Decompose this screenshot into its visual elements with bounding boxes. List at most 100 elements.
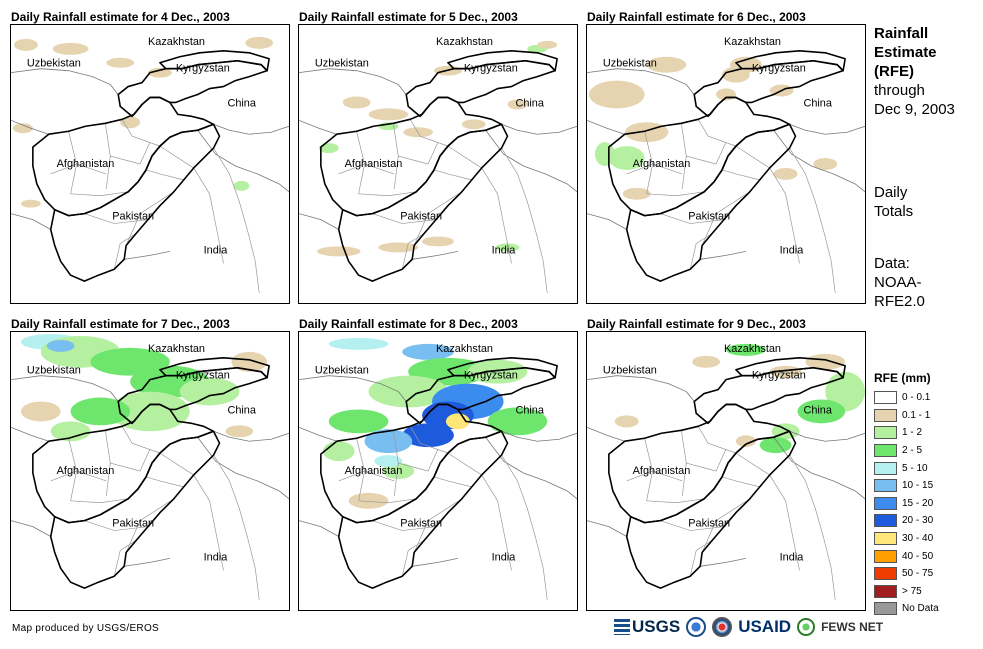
rainfall-patch (537, 40, 558, 49)
province-border (105, 463, 111, 496)
map-label: India (492, 551, 517, 563)
province-border (193, 167, 224, 264)
rainfall-patch (769, 365, 802, 378)
map-panel-2: Kazakhstan Uzbekistan Kyrgyzstan China Afgha… (298, 24, 578, 304)
panel-title-4: Daily Rainfall estimate for 7 Dec., 2003 (11, 317, 230, 331)
province-border (427, 449, 439, 472)
province-border (145, 476, 184, 488)
province-border (433, 476, 472, 488)
map-svg: Kazakhstan Uzbekistan Kyrgyzstan China Afgha… (11, 36, 289, 294)
rainfall-patch (797, 399, 846, 424)
rainfall-patch (245, 36, 274, 49)
rainfall-patch (722, 66, 750, 83)
map-panel-6: Kazakhstan Uzbekistan Kyrgyzstan China Afgha… (586, 331, 866, 611)
map-label: China (803, 97, 832, 109)
province-border (447, 452, 482, 476)
legend-swatch (874, 461, 897, 475)
map-label: China (515, 97, 544, 109)
country-border (11, 375, 119, 402)
province-border (646, 498, 705, 504)
legend-item: 15 - 20 (874, 495, 939, 513)
legend-swatch (874, 444, 897, 458)
rainfall-patch (716, 88, 736, 101)
map-label: Uzbekistan (315, 58, 369, 70)
map-label: Uzbekistan (603, 58, 657, 70)
country-border (213, 430, 289, 442)
province-border (358, 191, 417, 197)
daily-line2: Totals (874, 203, 914, 220)
rainfall-patch (316, 246, 361, 257)
legend-label: 1 - 2 (902, 427, 923, 439)
map-label: Uzbekistan (27, 365, 81, 377)
province-border (393, 463, 399, 496)
map-label: Uzbekistan (27, 58, 81, 70)
rainfall-patch (813, 158, 838, 170)
rainfall-patch (328, 409, 389, 434)
kazakhstan-outline (735, 50, 846, 72)
province-border (626, 470, 653, 482)
map-panel-5: Kazakhstan Uzbekistan Kyrgyzstan China Afgha… (298, 331, 578, 611)
map-label: Kazakhstan (436, 36, 493, 48)
map-svg: Kazakhstan Uzbekistan Kyrgyzstan China Afgha… (587, 343, 865, 601)
rainfall-patch (467, 359, 528, 384)
rainfall-patch (120, 116, 141, 129)
legend-item: 1 - 2 (874, 424, 939, 442)
map-panel-3: Kazakhstan Uzbekistan Kyrgyzstan China Afgha… (586, 24, 866, 304)
rainfall-patch (825, 371, 865, 412)
pakistan-outline (49, 430, 221, 589)
province-border (113, 233, 137, 270)
province-border (789, 147, 836, 294)
province-border (769, 474, 800, 571)
province-border (121, 119, 161, 147)
province-border (697, 426, 737, 454)
map-label: Kyrgyzstan (752, 370, 806, 382)
data-source: Data: NOAA- RFE2.0 (874, 254, 925, 311)
rainfall-patch (348, 492, 389, 509)
legend-label: No Data (902, 603, 939, 615)
province-border (105, 156, 111, 189)
province-border (401, 540, 425, 577)
usgs-wave-icon (614, 619, 630, 635)
rainfall-patch (20, 199, 41, 208)
fews-logo-text: FEWS NET (821, 620, 884, 634)
rainfall-patch (692, 355, 721, 368)
legend-swatch (874, 549, 897, 563)
province-border (721, 476, 760, 488)
panel-title-3: Daily Rainfall estimate for 6 Dec., 2003 (587, 10, 806, 24)
rainfall-patch (495, 243, 520, 252)
province-border (481, 167, 512, 264)
legend-swatch (874, 426, 897, 440)
legend-item: 5 - 10 (874, 459, 939, 477)
province-border (401, 233, 425, 270)
panel-title-2: Daily Rainfall estimate for 5 Dec., 2003 (299, 10, 518, 24)
afghanistan-outline (320, 96, 503, 217)
legend-swatch (874, 602, 897, 616)
legend-item: > 75 (874, 583, 939, 601)
province-border (125, 191, 175, 246)
map-svg: Kazakhstan Uzbekistan Kyrgyzstan China Afgha… (587, 36, 865, 294)
rainfall-patch (773, 167, 798, 180)
rainfall-patch (70, 397, 131, 426)
pakistan-outline (49, 123, 221, 282)
map-label: India (780, 551, 805, 563)
province-border (681, 463, 687, 496)
map-svg: Kazakhstan Uzbekistan Kyrgyzstan China Afgha… (299, 36, 577, 294)
map-label: Afghanistan (633, 465, 691, 477)
side-title: Rainfall Estimate (RFE) through Dec 9, 2… (874, 24, 955, 119)
side-title-line1: Rainfall (874, 25, 929, 42)
province-border (70, 498, 129, 504)
rainfall-patch (13, 38, 38, 51)
panel-title-6: Daily Rainfall estimate for 9 Dec., 2003 (587, 317, 806, 331)
country-border (587, 426, 625, 442)
legend-label: 30 - 40 (902, 533, 934, 545)
country-border (587, 520, 627, 537)
province-border (84, 213, 149, 224)
rainfall-patch (646, 56, 687, 73)
province-border (646, 191, 705, 197)
country-border (789, 123, 865, 135)
legend-label: 0.1 - 1 (902, 409, 931, 421)
kazakhstan-outline (159, 50, 270, 72)
legend-swatch (874, 532, 897, 546)
rainfall-patch (368, 375, 448, 408)
rainfall-patch (735, 435, 756, 448)
